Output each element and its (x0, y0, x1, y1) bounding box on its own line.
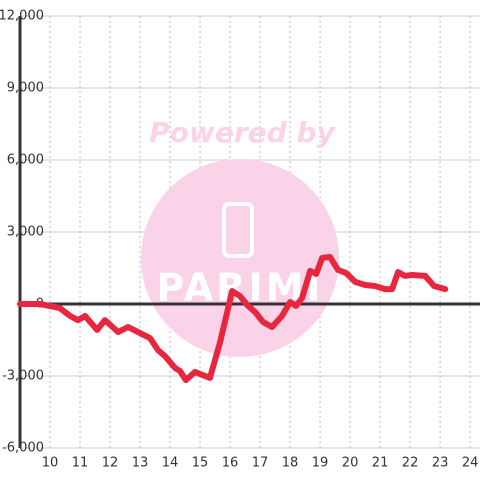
watermark-text: Powered by (149, 116, 336, 149)
x-tick-label: 18 (282, 456, 299, 471)
x-tick-label: 21 (372, 456, 389, 471)
x-tick-label: 22 (402, 456, 419, 471)
x-tick-label: 24 (462, 456, 479, 471)
x-tick-label: 13 (132, 456, 149, 471)
y-tick-label: 6,000 (7, 153, 44, 168)
y-tick-label: 3,000 (7, 225, 44, 240)
y-tick-label: -6,000 (2, 441, 44, 456)
x-tick-label: 12 (102, 456, 119, 471)
watermark-group: Powered by PARIMI (141, 116, 339, 357)
x-tick-label: 19 (312, 456, 329, 471)
x-tick-label: 11 (72, 456, 89, 471)
y-tick-label: 12,000 (0, 9, 44, 24)
x-tick-label: 17 (252, 456, 269, 471)
data-line (17, 253, 449, 384)
y-tick-label: 9,000 (7, 81, 44, 96)
x-tick-label: 14 (162, 456, 179, 471)
watermark-icon (222, 202, 254, 258)
x-tick-label: 20 (342, 456, 359, 471)
y-tick-label: -3,000 (2, 369, 44, 384)
x-tick-label: 16 (222, 456, 239, 471)
x-tick-label: 23 (432, 456, 449, 471)
x-tick-label: 10 (42, 456, 59, 471)
x-tick-label: 15 (192, 456, 209, 471)
